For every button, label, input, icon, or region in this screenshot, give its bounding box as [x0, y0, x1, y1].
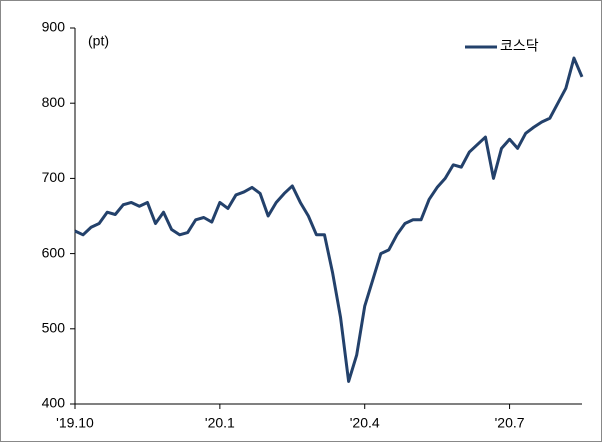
x-tick-label: '20.4: [350, 415, 380, 431]
y-tick-label: 600: [42, 244, 66, 260]
y-tick-label: 400: [42, 395, 66, 411]
x-tick-label: '20.7: [495, 415, 525, 431]
x-tick-label: '20.1: [205, 415, 235, 431]
y-tick-label: 900: [42, 19, 66, 35]
series-line: [74, 56, 584, 383]
legend-label: 코스닥: [500, 38, 539, 54]
y-tick-label: 700: [42, 169, 66, 185]
y-tick-label: 500: [42, 320, 66, 336]
x-tick-label: '19.10: [56, 415, 94, 431]
y-tick-label: 800: [42, 94, 66, 110]
y-unit-label: (pt): [88, 33, 109, 49]
